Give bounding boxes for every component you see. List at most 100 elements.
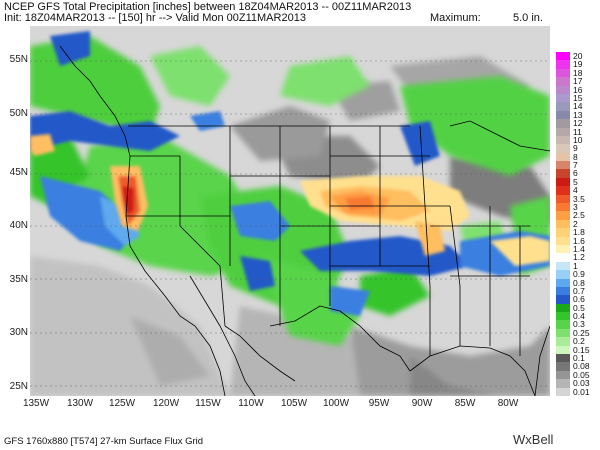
legend-level-label: 0.4 [573, 311, 585, 322]
legend-level-label: 0.1 [573, 353, 585, 364]
legend-swatch [556, 387, 570, 397]
legend-swatch [556, 177, 570, 187]
legend-level-label: 0.5 [573, 302, 585, 313]
legend-swatch [556, 362, 570, 372]
legend-swatch [556, 270, 570, 279]
legend-level-label: 8 [573, 151, 578, 162]
legend-level-label: 20 [573, 51, 583, 61]
lon-label: 110W [238, 398, 264, 409]
legend-swatch [556, 194, 570, 204]
legend-swatch [556, 379, 570, 388]
legend-swatch [556, 186, 570, 195]
legend-level-label: 1.4 [573, 243, 585, 254]
legend-level-label: 3.5 [573, 193, 585, 204]
legend-swatch [556, 52, 570, 61]
legend-level-label: 0.3 [573, 319, 585, 330]
lon-label: 130W [66, 398, 94, 409]
legend-swatch [556, 370, 570, 380]
lon-label: 135W [22, 398, 50, 409]
lon-label: 95W [368, 398, 390, 409]
model-grid-info: GFS 1760x880 [T574] 27-km Surface Flux G… [4, 436, 204, 447]
legend-swatch [556, 312, 570, 321]
legend-level-label: 13 [573, 109, 583, 120]
legend-swatch [556, 211, 570, 221]
legend-level-label: 0.03 [573, 378, 590, 389]
legend-level-label: 0.7 [573, 285, 585, 296]
legend-level-label: 0.9 [573, 269, 585, 280]
lon-label: 105W [280, 398, 308, 409]
legend-level-label: 6 [573, 168, 578, 179]
legend-level-label: 0.15 [573, 344, 590, 355]
legend-swatch [556, 320, 570, 330]
maximum-value: 5.0 in. [513, 12, 543, 24]
legend-level-label: 9 [573, 143, 578, 154]
legend-level-label: 0.05 [573, 369, 590, 380]
legend-swatch [556, 345, 570, 355]
legend-swatch [556, 110, 570, 120]
legend-level-label: 18 [573, 67, 583, 78]
legend-level-label: 1 [573, 260, 578, 271]
legend-swatch [556, 77, 570, 86]
legend-swatch [556, 278, 570, 288]
legend-level-label: 4 [573, 185, 578, 196]
lat-label: 40N [9, 220, 28, 231]
lat-label: 50N [9, 108, 28, 119]
precipitation-map [30, 26, 550, 396]
legend-level-label: 0.2 [573, 336, 585, 347]
legend-level-label: 0.08 [573, 361, 590, 372]
lon-label: 80W [497, 398, 519, 409]
legend-swatch [556, 286, 570, 296]
legend-swatch [556, 253, 570, 263]
lat-label: 55N [9, 54, 28, 65]
legend-swatch [556, 236, 570, 246]
lat-label: 35N [9, 274, 28, 285]
lon-label: 125W [108, 398, 136, 409]
legend-swatch [556, 303, 570, 313]
legend-swatch [556, 144, 570, 153]
legend-swatch [556, 328, 570, 338]
legend-level-label: 0.01 [573, 386, 590, 397]
legend-level-label: 10 [573, 134, 583, 145]
legend-swatch [556, 295, 570, 304]
legend-level-label: 14 [573, 101, 583, 112]
legend-swatch [556, 169, 570, 179]
legend-level-label: 17 [573, 76, 583, 87]
legend-swatch [556, 228, 570, 237]
legend-swatch [556, 93, 570, 103]
legend-level-label: 2 [573, 218, 578, 229]
precip-field-warm [30, 134, 550, 266]
lon-label: 100W [322, 398, 350, 409]
legend-swatch [556, 135, 570, 145]
legend-swatch [556, 102, 570, 112]
legend-level-label: 16 [573, 84, 583, 95]
legend-swatch [556, 203, 570, 212]
legend-level-label: 1.8 [573, 227, 585, 238]
lat-label: 30N [9, 327, 28, 338]
legend-level-label: 1.6 [573, 235, 585, 246]
legend-swatch [556, 119, 570, 128]
legend-swatch [556, 85, 570, 95]
legend-level-label: 5 [573, 176, 578, 187]
legend-level-label: 0.8 [573, 277, 585, 288]
legend-level-label: 19 [573, 59, 583, 70]
lat-label: 25N [9, 381, 28, 392]
brand-logo: WxBell [513, 432, 554, 447]
maximum-label: Maximum: [430, 12, 481, 24]
init-valid-line: Init: 18Z04MAR2013 -- [150] hr --> Valid… [4, 12, 306, 24]
legend-swatch [556, 60, 570, 70]
legend-level-label: 0.6 [573, 294, 585, 305]
map-borders [59, 45, 550, 396]
legend-swatch [556, 261, 570, 271]
lon-label: 115W [195, 398, 221, 409]
lon-label: 120W [152, 398, 180, 409]
legend-level-label: 0.25 [573, 327, 590, 338]
legend-swatch [556, 219, 570, 229]
legend-swatch [556, 354, 570, 363]
legend-swatch [556, 161, 570, 170]
legend-swatch [556, 127, 570, 137]
legend-level-label: 1.2 [573, 252, 585, 263]
legend-level-label: 2.5 [573, 210, 585, 221]
lon-label: 85W [454, 398, 476, 409]
lat-label: 45N [9, 167, 28, 178]
legend-swatch [556, 244, 570, 254]
